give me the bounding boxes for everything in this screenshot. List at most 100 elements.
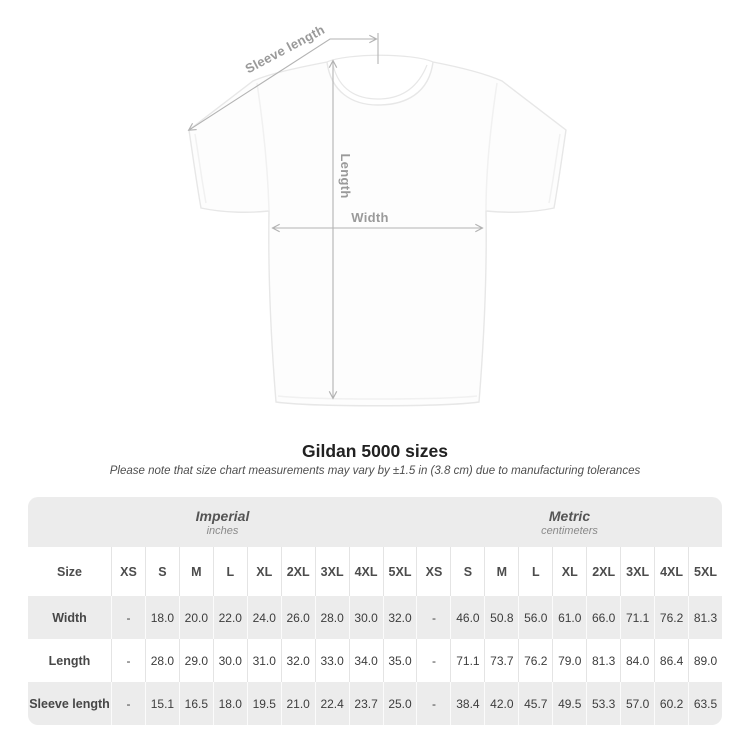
measurement-value-cell: 28.0 (144, 639, 179, 682)
metric-label: Metric (548, 508, 591, 524)
right-sleeve-seam (485, 82, 498, 211)
measurement-value-cell: 61.0 (552, 596, 586, 639)
measurement-value-cell: - (111, 596, 145, 639)
metric-group-header: Metric centimeters (417, 497, 722, 547)
size-header-cell: 5XL (688, 547, 722, 596)
measurement-value-cell: 25.0 (382, 682, 417, 725)
size-header-cell: M (484, 547, 518, 596)
measurement-value-cell: 32.0 (382, 596, 417, 639)
measurement-value-cell: - (416, 682, 450, 725)
size-table: Imperial inches Metric centimeters Size X… (28, 497, 722, 725)
size-header-row: Size XS S M L XL 2XL 3XL 4XL 5XL XS S M L XL 2XL 3XL 4XL 5… (28, 547, 722, 596)
measurement-value-cell: 26.0 (280, 596, 315, 639)
length-label: Length (338, 153, 353, 198)
measurement-value-cell: 45.7 (518, 682, 552, 725)
measurement-value-cell: 22.4 (314, 682, 349, 725)
measurement-value-cell: 84.0 (620, 639, 654, 682)
size-header-cell: L (212, 547, 247, 596)
measurement-value-cell: 42.0 (484, 682, 518, 725)
measurement-value-cell: 71.1 (620, 596, 654, 639)
measurement-row-label: Width (52, 610, 87, 625)
measurement-value-cell: 53.3 (586, 682, 620, 725)
size-header-cell: L (518, 547, 552, 596)
measurement-value-cell: 63.5 (688, 682, 722, 725)
chart-title: Gildan 5000 sizes (302, 441, 448, 461)
measurement-value-cell: 22.0 (212, 596, 247, 639)
measurement-value-cell: 86.4 (654, 639, 688, 682)
size-header-cell: 4XL (348, 547, 383, 596)
size-header-cell: XL (246, 547, 281, 596)
left-sleeve-hem (194, 133, 207, 204)
measurement-value-cell: - (416, 639, 450, 682)
measurement-value-cell: 28.0 (314, 596, 349, 639)
measurement-value-cell: - (111, 639, 145, 682)
measurement-row-label: Length (48, 653, 91, 668)
imperial-group-header: Imperial inches (28, 497, 417, 547)
width-label: Width (351, 210, 388, 225)
measurement-value-cell: 18.0 (212, 682, 247, 725)
measurement-value-cell: 35.0 (382, 639, 417, 682)
measurement-value-cell: 57.0 (620, 682, 654, 725)
measurement-value-cell: 89.0 (688, 639, 722, 682)
tshirt-figure: Sleeve length Length Width (187, 22, 567, 407)
size-header-cell: 2XL (280, 547, 315, 596)
imperial-unit-label: inches (206, 525, 239, 537)
metric-unit-label: centimeters (541, 525, 598, 537)
right-sleeve-hem (548, 133, 561, 204)
collar-back-line (326, 54, 434, 63)
hem-stitch-line (277, 395, 478, 400)
measurement-value-cell: 66.0 (586, 596, 620, 639)
measurement-value-cell: 79.0 (552, 639, 586, 682)
tshirt-illustration (188, 54, 567, 407)
measurement-value-cell: 71.1 (450, 639, 484, 682)
measurement-row-label: Sleeve length (29, 696, 110, 711)
measurement-row: Width -18.0 20.0 22.0 24.0 26.0 28.0 30.0 32.0-4… (28, 596, 722, 639)
size-header-cell: XS (416, 547, 450, 596)
measurement-row: Length -28.0 29.0 30.0 31.0 32.0 33.0 34.0 35.0-… (28, 639, 722, 682)
size-header-cell: 5XL (382, 547, 417, 596)
size-header-cell: 3XL (314, 547, 349, 596)
size-header-cell: 2XL (586, 547, 620, 596)
measurement-value-cell: 24.0 (246, 596, 281, 639)
size-header-cell: S (450, 547, 484, 596)
measurement-value-cell: 73.7 (484, 639, 518, 682)
measurement-value-cell: 50.8 (484, 596, 518, 639)
measurement-value-cell: 32.0 (280, 639, 315, 682)
measurement-value-cell: 33.0 (314, 639, 349, 682)
measurement-value-cell: - (111, 682, 145, 725)
measurement-value-cell: 19.5 (246, 682, 281, 725)
measurement-value-cell: 29.0 (178, 639, 213, 682)
measurement-value-cell: 31.0 (246, 639, 281, 682)
size-header-cell: M (178, 547, 213, 596)
tshirt-diagram: Sleeve length Length Width (187, 22, 567, 407)
size-header-cell: XS (111, 547, 145, 596)
tshirt-body (188, 61, 567, 407)
size-header-cell: XL (552, 547, 586, 596)
unit-header-band: Imperial inches Metric centimeters (28, 497, 722, 547)
size-header-cell: 3XL (620, 547, 654, 596)
tolerance-note: Please note that size chart measurements… (109, 465, 641, 477)
size-column-title: Size (56, 564, 82, 579)
measurement-value-cell: 46.0 (450, 596, 484, 639)
measurement-value-cell: 16.5 (178, 682, 213, 725)
measurement-value-cell: 56.0 (518, 596, 552, 639)
measurement-value-cell: 38.4 (450, 682, 484, 725)
measurement-value-cell: 30.0 (212, 639, 247, 682)
size-header-cell: 4XL (654, 547, 688, 596)
measurement-value-cell: 60.2 (654, 682, 688, 725)
measurement-value-cell: 49.5 (552, 682, 586, 725)
measurement-value-cell: 18.0 (144, 596, 179, 639)
measurement-value-cell: 21.0 (280, 682, 315, 725)
measurement-value-cell: 15.1 (144, 682, 179, 725)
size-grid: Size XS S M L XL 2XL 3XL 4XL 5XL XS S M L XL 2XL 3XL 4XL 5… (28, 547, 722, 725)
measurement-value-cell: 81.3 (688, 596, 722, 639)
measurement-value-cell: 34.0 (348, 639, 383, 682)
measurement-value-cell: 81.3 (586, 639, 620, 682)
measurement-value-cell: 30.0 (348, 596, 383, 639)
measurement-value-cell: 76.2 (654, 596, 688, 639)
collar-inner-line (332, 64, 428, 100)
sleeve-length-arrow (187, 34, 378, 131)
measurement-value-cell: - (416, 596, 450, 639)
measurement-value-cell: 23.7 (348, 682, 383, 725)
